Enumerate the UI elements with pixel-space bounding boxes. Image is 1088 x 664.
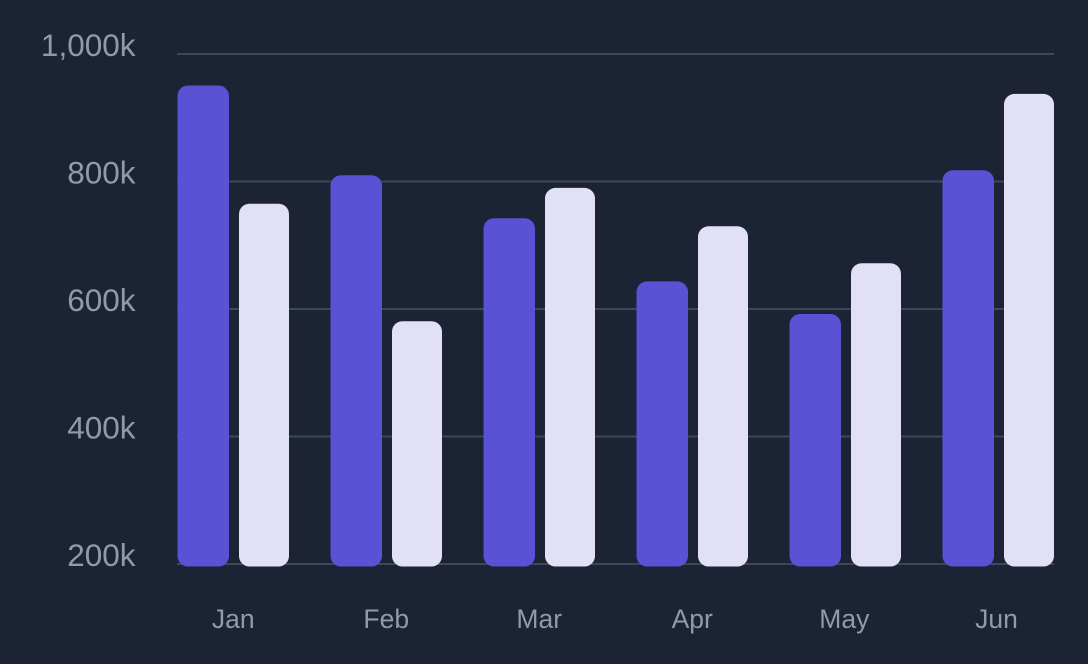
svg-text:Jun: Jun bbox=[975, 604, 1018, 634]
svg-text:600k: 600k bbox=[67, 282, 136, 318]
svg-text:Feb: Feb bbox=[363, 604, 409, 634]
svg-text:May: May bbox=[819, 604, 870, 634]
svg-text:200k: 200k bbox=[67, 537, 136, 573]
svg-text:1,000k: 1,000k bbox=[41, 27, 136, 63]
svg-text:Jan: Jan bbox=[212, 604, 255, 634]
svg-text:400k: 400k bbox=[67, 410, 136, 446]
svg-text:Apr: Apr bbox=[672, 604, 713, 634]
svg-text:Mar: Mar bbox=[516, 604, 562, 634]
svg-text:800k: 800k bbox=[67, 155, 136, 191]
